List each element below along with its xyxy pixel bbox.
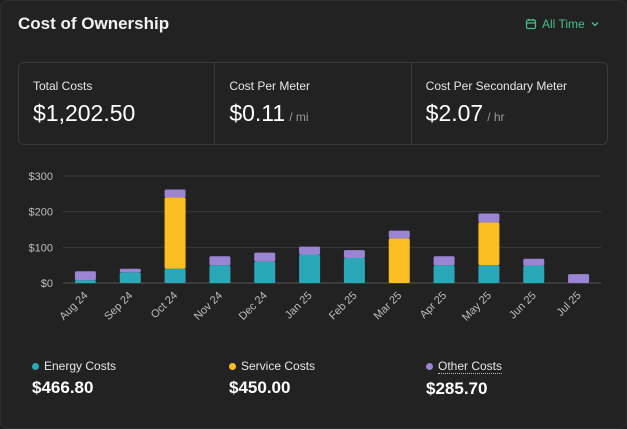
bar-segment — [343, 250, 365, 259]
time-range-dropdown[interactable]: All Time — [525, 15, 600, 33]
bar-segment — [254, 252, 276, 262]
legend-label: Energy Costs — [44, 359, 117, 373]
bar-segment — [388, 238, 410, 283]
stat-value: $0.11/ mi — [229, 100, 396, 127]
x-tick-label: Jul 25 — [554, 290, 583, 319]
stat-unit: / mi — [289, 110, 309, 124]
stat-unit: / hr — [487, 110, 505, 124]
legend-label: Service Costs — [241, 359, 316, 373]
bar-segment — [388, 230, 410, 239]
x-tick-label: Feb 25 — [327, 290, 360, 323]
stat-amount: $1,202.50 — [33, 100, 136, 126]
bar-segment — [164, 268, 186, 283]
legend-other-costs[interactable]: Other Costs $285.70 — [426, 359, 503, 399]
legend-service-costs: Service Costs $450.00 — [229, 359, 315, 398]
legend-value: $466.80 — [32, 378, 94, 397]
bar-segment — [299, 254, 321, 283]
x-tick-label: Mar 25 — [372, 290, 405, 323]
stat-cost-per-meter: Cost Per Meter $0.11/ mi — [214, 63, 410, 144]
x-tick-label: Oct 24 — [149, 290, 180, 321]
stat-value: $2.07/ hr — [426, 100, 593, 127]
bar-segment — [74, 280, 96, 283]
bar-segment — [254, 261, 276, 283]
stacked-bar-chart: $0 $100 $200 $300 Aug 24 Sep 24 Oct 24 Nov 24 De… — [29, 171, 601, 324]
legend-energy-costs: Energy Costs $466.80 — [32, 359, 116, 398]
stat-cost-per-secondary-meter: Cost Per Secondary Meter $2.07/ hr — [410, 63, 607, 144]
bar-segment — [209, 265, 231, 283]
summary-stats: Total Costs $1,202.50 Cost Per Meter $0.… — [18, 62, 608, 145]
x-tick-label: Sep 24 — [102, 290, 135, 323]
stat-label: Cost Per Meter — [229, 79, 311, 93]
x-tick-label: Apr 25 — [418, 290, 449, 321]
bar-segment — [523, 258, 545, 266]
stat-label: Total Costs — [33, 79, 93, 93]
time-range-label: All Time — [542, 17, 585, 31]
calendar-icon — [525, 18, 537, 30]
bar-segment — [164, 189, 186, 198]
bar-segment — [164, 197, 186, 269]
bar-segment — [523, 265, 545, 283]
energy-dot — [32, 362, 39, 370]
bar-segment — [478, 213, 500, 223]
stat-amount: $2.07 — [425, 100, 484, 126]
y-tick-label: $0 — [41, 278, 53, 290]
stat-label: Cost Per Secondary Meter — [425, 79, 568, 93]
bar-segment — [478, 222, 500, 266]
bar-segment — [119, 268, 141, 273]
legend-value: $450.00 — [229, 378, 291, 397]
bar-segment — [433, 256, 455, 266]
card-title: Cost of Ownership — [18, 14, 170, 33]
legend-label[interactable]: Other Costs — [438, 359, 503, 374]
bar-segment — [299, 246, 321, 255]
stat-value: $1,202.50 — [33, 100, 200, 127]
x-tick-label: Nov 24 — [192, 290, 225, 323]
y-tick-label: $300 — [29, 171, 53, 183]
service-dot — [229, 362, 236, 370]
bar-segment — [209, 256, 231, 266]
bar-segment — [568, 274, 590, 283]
chevron-down-icon — [591, 22, 599, 27]
bar-segment — [478, 265, 500, 283]
other-dot — [426, 363, 433, 370]
bar-segment — [74, 271, 96, 281]
bar-segment — [119, 272, 141, 283]
stat-total-costs: Total Costs $1,202.50 — [19, 63, 214, 144]
x-tick-label: Dec 24 — [237, 290, 270, 323]
y-tick-label: $200 — [29, 207, 53, 219]
bar-segment — [433, 265, 455, 283]
y-tick-label: $100 — [29, 242, 53, 254]
x-tick-label: Jun 25 — [507, 290, 539, 322]
x-tick-label: May 25 — [460, 290, 494, 324]
x-tick-label: Aug 24 — [57, 290, 90, 323]
legend-value: $285.70 — [426, 379, 488, 398]
stat-amount: $0.11 — [229, 100, 286, 126]
bar-segment — [343, 258, 365, 283]
x-tick-label: Jan 25 — [283, 290, 315, 322]
